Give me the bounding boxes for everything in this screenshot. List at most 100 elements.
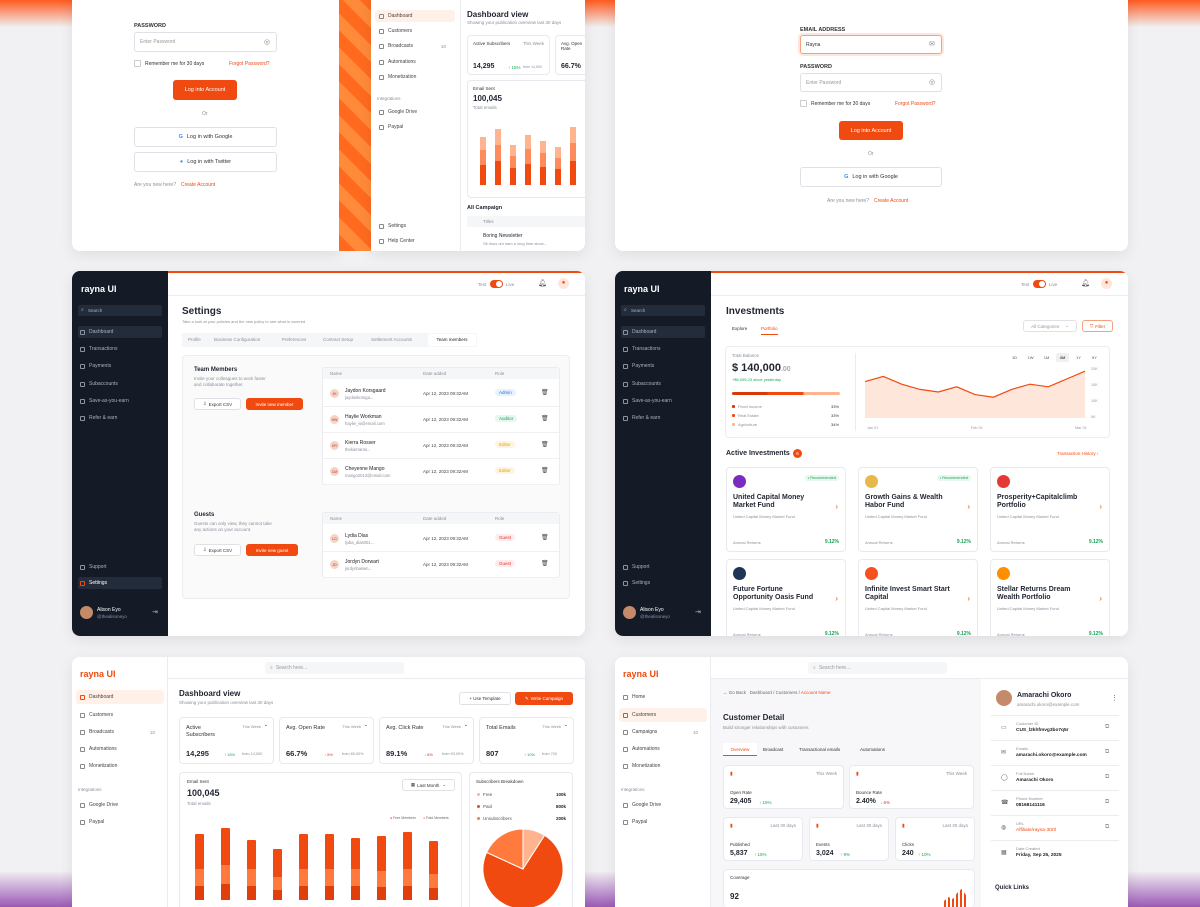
period-select[interactable]: This Week <box>542 724 561 729</box>
nav-broadcasts[interactable]: Broadcasts <box>379 43 413 49</box>
profile-icon[interactable]: ● <box>558 278 569 289</box>
nav-automations[interactable]: Automations <box>379 59 416 65</box>
nav-subaccounts[interactable]: Subaccounts <box>80 381 118 387</box>
nav-google-drive[interactable]: Google Drive <box>623 802 661 808</box>
fund-card[interactable]: Prosperity+Capitalclimb Portfolio United … <box>990 467 1110 552</box>
nav-monetization[interactable]: Monetization <box>80 763 117 769</box>
nav-save[interactable]: Save-as-you-earn <box>80 398 129 404</box>
live-toggle[interactable] <box>1033 280 1046 288</box>
tab-transactional[interactable]: Transactional emails <box>799 747 841 752</box>
logout-icon[interactable]: ⇥ <box>152 609 158 616</box>
google-login-button[interactable]: G Log in with Google <box>134 127 277 147</box>
tab-broadcast[interactable]: Broadcast <box>763 747 784 752</box>
period-select[interactable]: This Week <box>442 724 461 729</box>
categories-select[interactable]: All Categories ⌄ <box>1023 320 1077 332</box>
chevron-right-icon[interactable]: › <box>835 502 838 511</box>
nav-support[interactable]: Support <box>623 564 650 570</box>
fund-card[interactable]: • Recommended Growth Gains & Wealth Habor… <box>858 467 978 552</box>
remember-checkbox[interactable] <box>800 100 807 107</box>
live-toggle[interactable] <box>490 280 503 288</box>
search-input[interactable]: ⌕ Search here... <box>265 662 404 674</box>
nav-settings[interactable]: Settings <box>379 223 406 229</box>
profile-icon[interactable]: ● <box>1101 278 1112 289</box>
period-button[interactable]: 1M <box>1043 355 1050 360</box>
campaign-name[interactable]: Boring Newsletter <box>483 233 523 239</box>
nav-dashboard[interactable]: Dashboard <box>80 329 113 335</box>
remember-checkbox[interactable] <box>134 60 141 67</box>
nav-campaigns[interactable]: Campaigns <box>623 729 657 735</box>
nav-google-drive[interactable]: Google Drive <box>379 109 417 115</box>
fund-card[interactable]: Future Fortune Opportunity Oasis Fund Uni… <box>726 559 846 636</box>
export-csv-button[interactable]: ⇩ Export CSV <box>194 398 241 410</box>
nav-settings[interactable]: Settings <box>623 580 650 586</box>
nav-transactions[interactable]: Transactions <box>80 346 117 352</box>
trash-icon[interactable]: 🗑︎ <box>541 442 549 448</box>
period-select[interactable]: Last 30 days <box>770 823 796 828</box>
password-input[interactable]: Enter Password <box>134 32 277 52</box>
fund-card[interactable]: Infinite Invest Smart Start Capital Unite… <box>858 559 978 636</box>
google-login-button[interactable]: G Log in with Google <box>800 167 942 187</box>
invite-guest-button[interactable]: Invite new guest <box>246 544 298 556</box>
tab-business[interactable]: Business Configuration <box>214 337 261 342</box>
tab-preferences[interactable]: Preferences <box>282 337 307 342</box>
search-box[interactable]: Search ⌕ <box>78 305 162 316</box>
use-template-button[interactable]: + Use Template <box>459 692 511 705</box>
nav-payments[interactable]: Payments <box>623 363 654 369</box>
nav-dashboard[interactable]: Dashboard <box>623 329 656 335</box>
nav-dashboard[interactable]: Dashboard <box>379 13 412 19</box>
chevron-right-icon[interactable]: › <box>967 594 970 603</box>
nav-settings[interactable]: Settings <box>80 580 107 586</box>
search-box[interactable]: Search ⌕ <box>621 305 705 316</box>
logout-icon[interactable]: ⇥ <box>695 609 701 616</box>
period-button[interactable]: 3M <box>1056 353 1069 362</box>
trash-icon[interactable]: 🗑︎ <box>541 535 549 541</box>
copy-icon[interactable]: ⧉ <box>1105 724 1110 730</box>
nav-customers[interactable]: Customers <box>80 712 113 718</box>
period-button[interactable]: 1Y <box>1076 355 1081 360</box>
nav-paypal[interactable]: Paypal <box>623 819 647 825</box>
create-account-link[interactable]: Create Account <box>874 198 909 204</box>
nav-customers[interactable]: Customers <box>379 28 412 34</box>
period-button[interactable]: 1W <box>1027 355 1034 360</box>
trash-icon[interactable]: 🗑︎ <box>541 416 549 422</box>
period-select[interactable]: This Week <box>522 41 544 46</box>
create-account-link[interactable]: Create Account <box>181 182 216 188</box>
period-select[interactable]: This Week <box>242 724 261 729</box>
trash-icon[interactable]: 🗑︎ <box>541 468 549 474</box>
bell-icon[interactable]: 🔔︎ <box>1081 280 1090 287</box>
fund-card[interactable]: Stellar Returns Dream Wealth Portfolio Un… <box>990 559 1110 636</box>
nav-refer[interactable]: Refer & earn <box>80 415 117 421</box>
nav-subaccounts[interactable]: Subaccounts <box>623 381 661 387</box>
export-csv-button[interactable]: ⇩ Export CSV <box>194 544 241 556</box>
write-campaign-button[interactable]: ✎ Write Campaign <box>515 692 573 705</box>
copy-icon[interactable]: ⧉ <box>1105 799 1110 805</box>
eye-icon[interactable]: ◎ <box>264 39 271 46</box>
filter-button[interactable]: ⛉ Filter <box>1082 320 1113 332</box>
login-button[interactable]: Log into Account <box>839 121 903 140</box>
fund-card[interactable]: • Recommended United Capital Money Market… <box>726 467 846 552</box>
chevron-right-icon[interactable]: › <box>1099 594 1102 603</box>
nav-broadcasts[interactable]: Broadcasts <box>80 729 114 735</box>
nav-paypal[interactable]: Paypal <box>379 124 403 130</box>
more-icon[interactable]: ⋮ <box>1111 695 1118 702</box>
chevron-right-icon[interactable]: › <box>835 594 838 603</box>
last-month-select[interactable]: ▦ Last Month ⌄ <box>402 779 455 791</box>
tab-profile[interactable]: Profile <box>188 337 201 342</box>
copy-icon[interactable]: ⧉ <box>1105 824 1110 830</box>
period-button[interactable]: 5Y <box>1092 355 1097 360</box>
eye-icon[interactable]: ◎ <box>929 79 936 86</box>
forgot-password-link[interactable]: Forgot Password? <box>895 101 936 107</box>
nav-payments[interactable]: Payments <box>80 363 111 369</box>
nav-google-drive[interactable]: Google Drive <box>80 802 118 808</box>
transaction-history-link[interactable]: Transaction History › <box>1057 451 1099 456</box>
chevron-right-icon[interactable]: › <box>1099 502 1102 511</box>
search-input[interactable]: ⌕ Search here... <box>808 662 947 674</box>
nav-automations[interactable]: Automations <box>623 746 660 752</box>
twitter-login-button[interactable]: ● Log in with Twitter <box>134 152 277 172</box>
chevron-right-icon[interactable]: › <box>967 502 970 511</box>
tab-team-members[interactable]: Team members <box>428 334 476 346</box>
tab-portfolio[interactable]: Portfolio <box>761 326 778 335</box>
nav-dashboard[interactable]: Dashboard <box>80 694 113 700</box>
period-select[interactable]: This Week <box>945 771 967 776</box>
nav-refer[interactable]: Refer & earn <box>623 415 660 421</box>
